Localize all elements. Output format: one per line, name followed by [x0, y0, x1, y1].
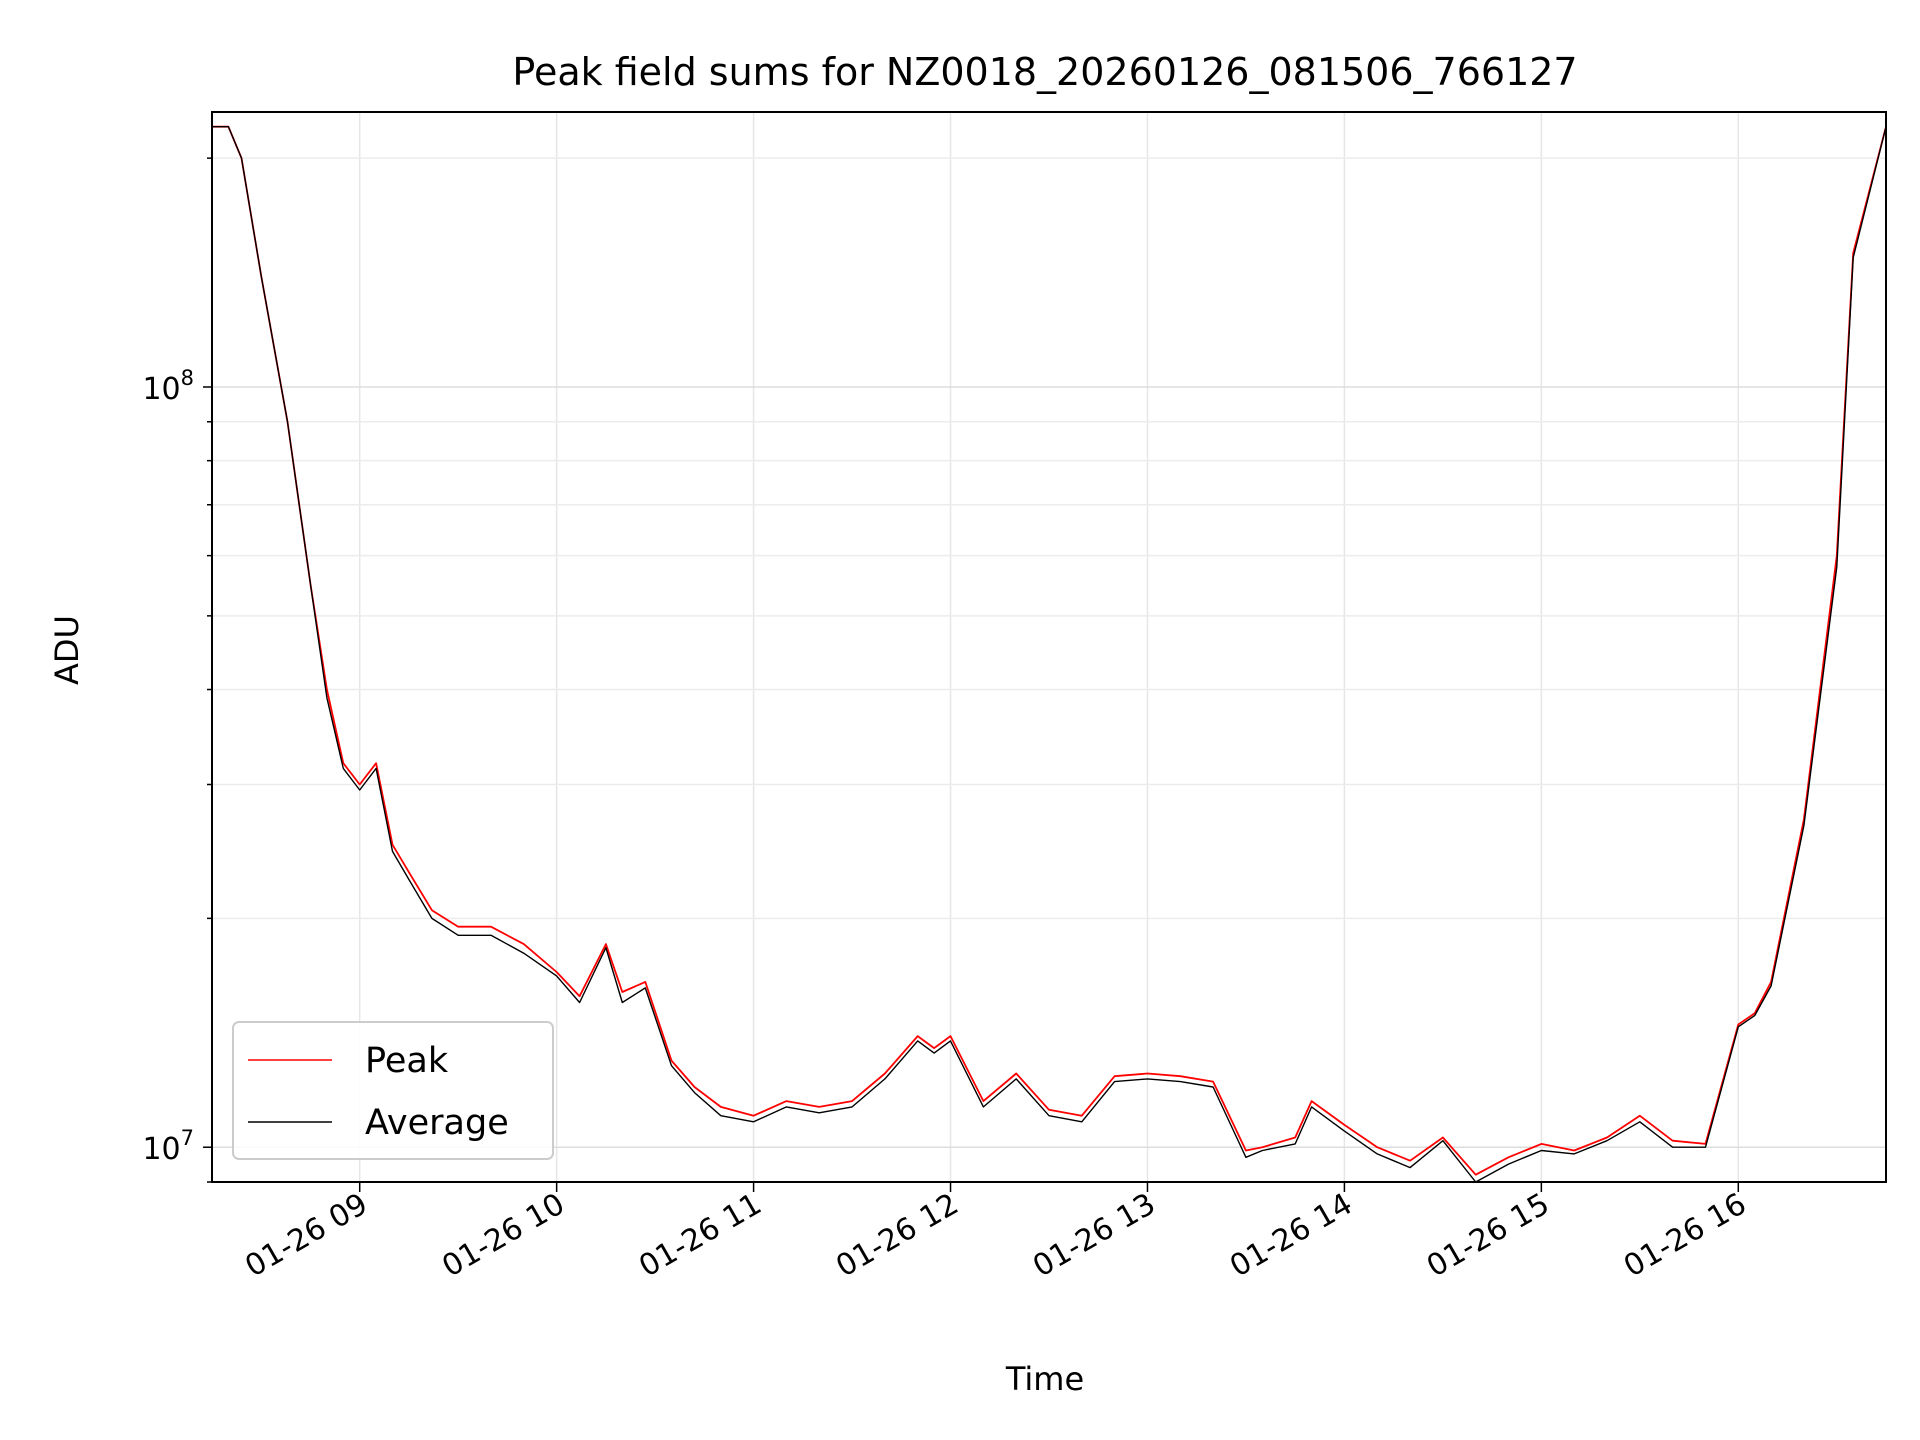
y-tick-label: 107 [142, 1126, 194, 1167]
y-axis-label: ADU [48, 615, 86, 685]
legend-label-average: Average [365, 1103, 509, 1143]
legend-box [232, 1021, 554, 1160]
series-line-average [212, 125, 1887, 1183]
y-tick-label-base: 10 [142, 1132, 180, 1167]
legend-label-peak: Peak [365, 1041, 449, 1081]
series-line-peak [212, 125, 1887, 1176]
legend: Peak Average [232, 1021, 554, 1160]
y-tick-label: 108 [142, 366, 194, 407]
chart-title: Peak field sums for NZ0018_20260126_0815… [512, 50, 1577, 94]
plot-series [212, 125, 1887, 1183]
y-tick-label-base: 10 [142, 372, 180, 407]
y-tick-label-exponent: 8 [181, 366, 194, 390]
gridlines [212, 112, 1886, 1183]
y-tick-label-exponent: 7 [181, 1126, 194, 1150]
plot-frame [211, 111, 1887, 1183]
x-axis-label: Time [1005, 1360, 1084, 1398]
